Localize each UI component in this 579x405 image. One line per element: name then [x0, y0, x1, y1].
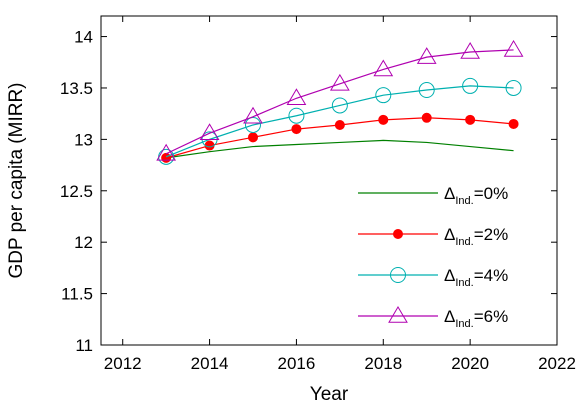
series-3 — [156, 39, 524, 161]
series-line — [165, 49, 514, 155]
data-point — [329, 73, 350, 91]
x-tick-label: 2012 — [104, 354, 142, 373]
y-tick-label: 11 — [75, 336, 93, 355]
data-point — [416, 47, 437, 64]
legend-entry: ΔInd.=2% — [358, 225, 508, 248]
data-point — [462, 77, 479, 94]
y-tick-label: 12.5 — [60, 182, 93, 201]
series-line — [166, 139, 514, 159]
data-point — [393, 229, 403, 239]
data-point — [291, 124, 302, 135]
data-point — [460, 41, 481, 59]
data-point — [390, 267, 406, 283]
y-tick-label: 13.5 — [60, 79, 93, 98]
data-point — [465, 114, 476, 125]
x-tick-label: 2016 — [278, 354, 316, 373]
plot-frame — [100, 15, 558, 346]
data-point — [373, 59, 394, 77]
data-point — [331, 97, 348, 114]
y-tick-label: 13 — [74, 130, 93, 149]
x-tick-label: 2022 — [538, 354, 576, 373]
legend-entry: ΔInd.=0% — [358, 184, 508, 207]
data-point — [204, 140, 215, 151]
y-tick-label: 14 — [74, 28, 93, 47]
legend-label: ΔInd.=6% — [444, 307, 508, 330]
series-line — [165, 85, 514, 158]
data-point — [378, 114, 389, 125]
data-point — [388, 306, 408, 323]
data-point — [245, 116, 261, 133]
data-point — [418, 82, 435, 99]
legend-entry: ΔInd.=6% — [358, 306, 508, 330]
legend-label: ΔInd.=4% — [444, 266, 508, 289]
data-point — [375, 87, 392, 104]
data-point — [505, 79, 522, 96]
series-layer — [156, 39, 524, 165]
ticks-layer: 2012 2014 2016 2018 2020 2022 11 11.5 12 12.5 13 13… — [60, 16, 576, 373]
series-0 — [166, 139, 514, 159]
y-tick-label: 11.5 — [61, 285, 93, 304]
x-tick-label: 2014 — [191, 354, 229, 373]
series-1 — [161, 112, 519, 163]
legend-entry: ΔInd.=4% — [358, 266, 508, 289]
x-tick-label: 2020 — [451, 354, 489, 373]
x-tick-label: 2018 — [364, 354, 402, 373]
data-point — [248, 132, 258, 143]
legend: ΔInd.=0% ΔInd.=2% ΔInd.=4% ΔInd.=6% — [358, 184, 508, 330]
data-point — [508, 118, 519, 129]
data-point — [421, 112, 432, 123]
data-point — [161, 152, 172, 163]
data-point — [243, 106, 263, 124]
data-point — [286, 88, 307, 106]
data-point — [199, 123, 220, 141]
legend-label: ΔInd.=0% — [444, 184, 508, 207]
x-axis-label: Year — [310, 384, 349, 405]
data-point — [503, 39, 524, 57]
data-point — [156, 143, 177, 161]
data-point — [334, 119, 345, 130]
data-point — [288, 107, 305, 124]
legend-label: ΔInd.=2% — [444, 225, 508, 248]
y-axis-label: GDP per capita (MIRR) — [6, 82, 27, 278]
y-tick-label: 12 — [74, 233, 93, 252]
